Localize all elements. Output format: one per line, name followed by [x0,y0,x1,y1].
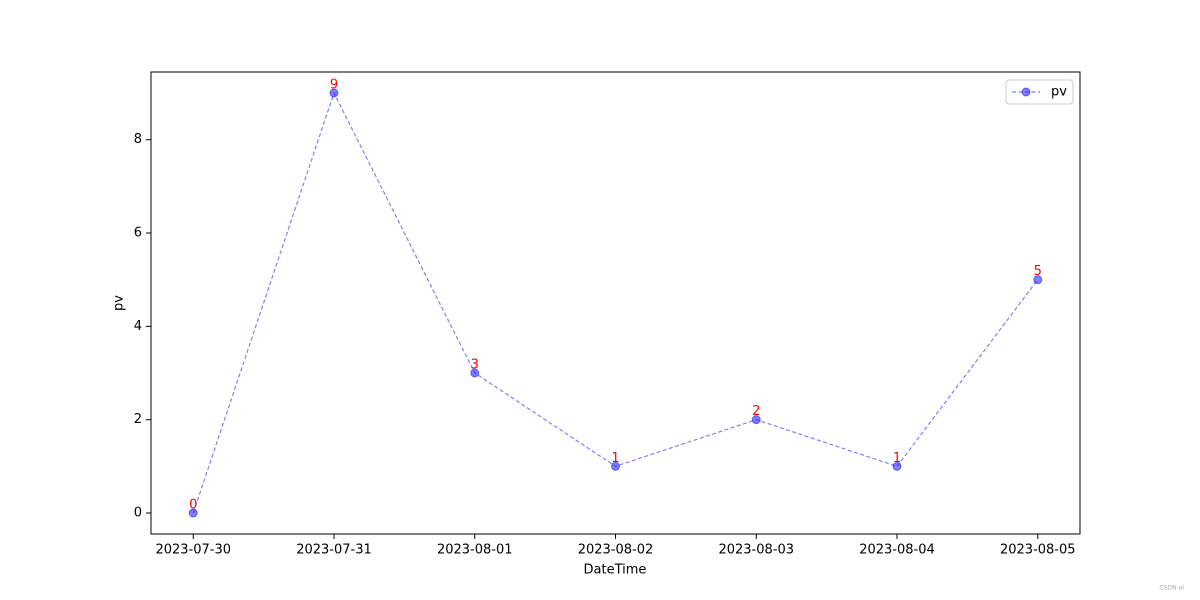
data-label: 9 [330,78,338,93]
data-label: 2 [752,404,760,419]
marker [188,508,198,518]
x-axis-label: DateTime [584,563,647,578]
x-tick-label: 2023-07-31 [296,543,372,558]
x-tick-label: 2023-08-01 [437,543,513,558]
watermark: CSDN-ai [1159,585,1184,592]
legend-label: pv [1051,85,1067,100]
data-label: 3 [471,358,479,373]
x-tick-label: 2023-08-02 [578,543,654,558]
x-tick-label: 2023-07-30 [155,543,231,558]
marker [892,461,902,471]
y-tick-label: 2 [134,412,142,427]
data-label: 5 [1034,264,1042,279]
y-tick-label: 4 [134,319,142,334]
data-label: 0 [189,498,197,513]
marker [470,368,480,378]
data-label: 1 [893,451,901,466]
marker [329,88,339,98]
y-tick-label: 6 [134,226,142,241]
marker [751,415,761,425]
x-tick-label: 2023-08-03 [718,543,794,558]
y-tick-label: 8 [134,132,142,147]
x-tick-label: 2023-08-05 [1000,543,1076,558]
data-label: 1 [611,451,619,466]
marker [1033,275,1043,285]
marker [611,461,620,471]
x-tick-label: 2023-08-04 [859,543,935,558]
y-axis-label: pv [112,295,127,311]
y-tick-label: 0 [134,506,142,521]
legend-marker [1021,87,1031,97]
